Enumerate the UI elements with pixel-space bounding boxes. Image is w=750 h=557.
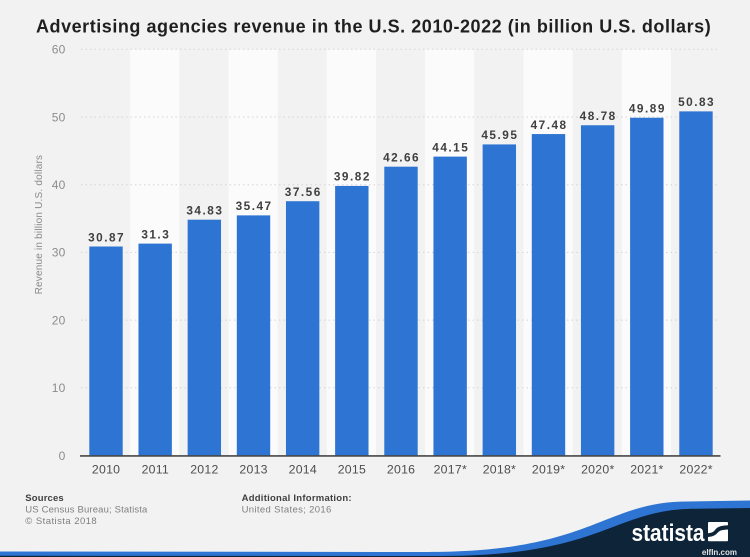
svg-text:2012: 2012 (190, 463, 218, 477)
svg-text:30.87: 30.87 (88, 230, 125, 244)
svg-text:2016: 2016 (387, 463, 415, 477)
svg-text:2017*: 2017* (434, 463, 467, 477)
svg-text:44.15: 44.15 (432, 140, 469, 154)
svg-text:48.78: 48.78 (580, 109, 617, 123)
svg-text:2014: 2014 (289, 463, 317, 477)
svg-text:2013: 2013 (239, 463, 267, 477)
svg-text:45.95: 45.95 (481, 128, 518, 142)
svg-text:39.82: 39.82 (334, 170, 371, 184)
svg-text:34.83: 34.83 (186, 204, 223, 218)
svg-text:© Statista 2018: © Statista 2018 (25, 516, 97, 527)
svg-text:42.66: 42.66 (383, 151, 420, 165)
svg-text:Additional Information:: Additional Information: (242, 493, 352, 504)
svg-text:10: 10 (52, 381, 66, 395)
svg-text:statista: statista (632, 520, 705, 547)
svg-text:US Census Bureau; Statista: US Census Bureau; Statista (25, 504, 148, 515)
svg-text:Advertising agencies revenue i: Advertising agencies revenue in the U.S.… (36, 17, 711, 37)
svg-text:50: 50 (52, 110, 66, 124)
svg-text:2020*: 2020* (581, 463, 614, 477)
svg-text:2011: 2011 (142, 463, 169, 477)
svg-text:0: 0 (59, 449, 66, 463)
svg-text:elfln.com: elfln.com (702, 548, 737, 557)
svg-text:Revenue in billion U.S. dollar: Revenue in billion U.S. dollars (34, 155, 45, 295)
svg-text:2015: 2015 (338, 463, 366, 477)
svg-text:2022*: 2022* (679, 463, 712, 477)
svg-text:50.83: 50.83 (678, 95, 715, 109)
svg-text:2010: 2010 (92, 463, 120, 477)
svg-text:20: 20 (52, 313, 66, 327)
svg-text:37.56: 37.56 (285, 185, 322, 199)
svg-text:Sources: Sources (25, 493, 64, 504)
svg-text:40: 40 (52, 178, 66, 192)
svg-text:49.89: 49.89 (629, 102, 666, 116)
svg-text:2019*: 2019* (532, 463, 565, 477)
svg-text:2018*: 2018* (483, 463, 516, 477)
svg-text:2021*: 2021* (630, 463, 663, 477)
svg-text:60: 60 (52, 43, 66, 57)
svg-text:30: 30 (52, 246, 66, 260)
svg-text:31.3: 31.3 (141, 227, 170, 241)
svg-text:United States; 2016: United States; 2016 (242, 504, 332, 515)
svg-text:35.47: 35.47 (236, 199, 273, 213)
svg-text:47.48: 47.48 (531, 118, 568, 132)
